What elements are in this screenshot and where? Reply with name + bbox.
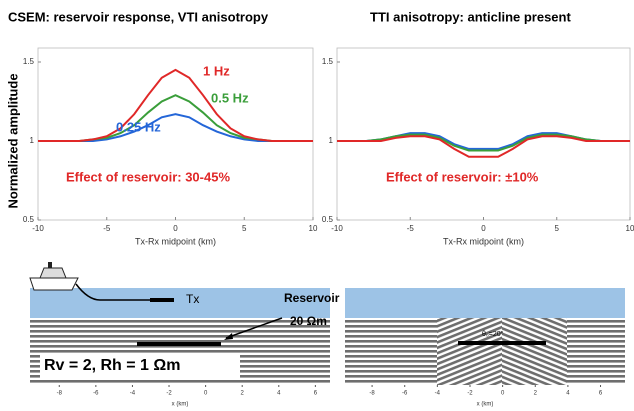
y-tick-label: 0.5 <box>322 215 334 224</box>
y-tick-label: 1 <box>30 136 35 145</box>
tx-source <box>150 298 174 302</box>
x-axis-label: Tx-Rx midpoint (km) <box>443 236 524 246</box>
series-label: 0.25 Hz <box>116 119 161 134</box>
x-tick-label: -8 <box>57 391 63 397</box>
y-axis-label: Normalized amplitude <box>5 73 20 208</box>
series-line <box>38 113 313 142</box>
x-tick-label: -6 <box>93 391 99 397</box>
chart: TTI anisotropy: anticline present Tx-Rx m… <box>322 9 634 246</box>
x-tick-label: 10 <box>309 224 318 233</box>
x-tick-label: -8 <box>369 391 375 397</box>
x-axis-label: x (km) <box>477 402 494 408</box>
water <box>30 288 330 318</box>
chart-title: TTI anisotropy: anticline present <box>370 9 571 24</box>
chart-title: CSEM: reservoir response, VTI anisotropy <box>8 9 269 24</box>
y-tick-label: 0.5 <box>23 215 35 224</box>
x-tick-label: 0 <box>204 391 208 397</box>
x-tick-label: 5 <box>242 224 247 233</box>
x-axis-label: x (km) <box>172 402 189 408</box>
x-tick-label: 10 <box>626 224 634 233</box>
x-tick-label: 4 <box>566 391 570 397</box>
x-tick-label: 5 <box>555 224 560 233</box>
x-tick-label: 6 <box>314 391 318 397</box>
x-tick-label: -10 <box>32 224 44 233</box>
x-tick-label: -6 <box>402 391 408 397</box>
water <box>345 288 625 318</box>
series-line <box>38 68 313 142</box>
x-tick-label: 0 <box>501 391 505 397</box>
anticline-right <box>502 318 567 385</box>
y-tick-label: 1.5 <box>23 57 35 66</box>
ship <box>29 262 79 291</box>
x-tick-label: -4 <box>130 391 136 397</box>
x-tick-label: 4 <box>277 391 281 397</box>
series-line <box>38 94 313 142</box>
x-tick-label: 0 <box>481 224 486 233</box>
x-tick-label: 6 <box>599 391 603 397</box>
reservoir-bar <box>458 341 546 345</box>
x-tick-label: -4 <box>435 391 441 397</box>
y-tick-label: 1 <box>329 136 334 145</box>
x-tick-label: -5 <box>407 224 415 233</box>
tx-cable <box>75 283 172 301</box>
x-tick-label: -2 <box>166 391 172 397</box>
model-params: Rv = 2, Rh = 1 Ωm <box>44 357 180 374</box>
x-axis-label: Tx-Rx midpoint (km) <box>135 236 216 246</box>
right-model: θ₀=20° -8 -6 -4 -2 0 2 4 6 x (km) <box>345 288 625 408</box>
reservoir-label: Reservoir <box>284 291 340 305</box>
x-tick-label: 0 <box>173 224 178 233</box>
x-tick-label: 2 <box>534 391 538 397</box>
tx-label: Tx <box>186 292 199 306</box>
series-line <box>337 135 630 158</box>
left-model: Tx Reservoir 20 Ωm Rv = 2, Rh = 1 Ωm -8 -… <box>29 262 340 408</box>
series-label: 0.5 Hz <box>211 90 249 105</box>
plot-frame <box>336 47 631 221</box>
x-tick-label: -10 <box>331 224 343 233</box>
plot-frame <box>37 47 314 221</box>
series-line <box>337 133 630 152</box>
annotation: Effect of reservoir: 30-45% <box>66 169 230 184</box>
resistivity-label: 20 Ωm <box>290 314 327 328</box>
x-tick-label: 2 <box>241 391 245 397</box>
reservoir-bar <box>137 342 221 346</box>
dip-label: θ₀=20° <box>482 330 504 338</box>
x-tick-label: -5 <box>103 224 111 233</box>
anticline-left <box>437 318 502 385</box>
y-tick-label: 1.5 <box>322 57 334 66</box>
series-label: 1 Hz <box>203 63 230 78</box>
annotation: Effect of reservoir: ±10% <box>386 169 539 184</box>
chart: CSEM: reservoir response, VTI anisotropy… <box>5 9 318 246</box>
arrow <box>225 317 283 339</box>
x-tick-label: -2 <box>467 391 473 397</box>
